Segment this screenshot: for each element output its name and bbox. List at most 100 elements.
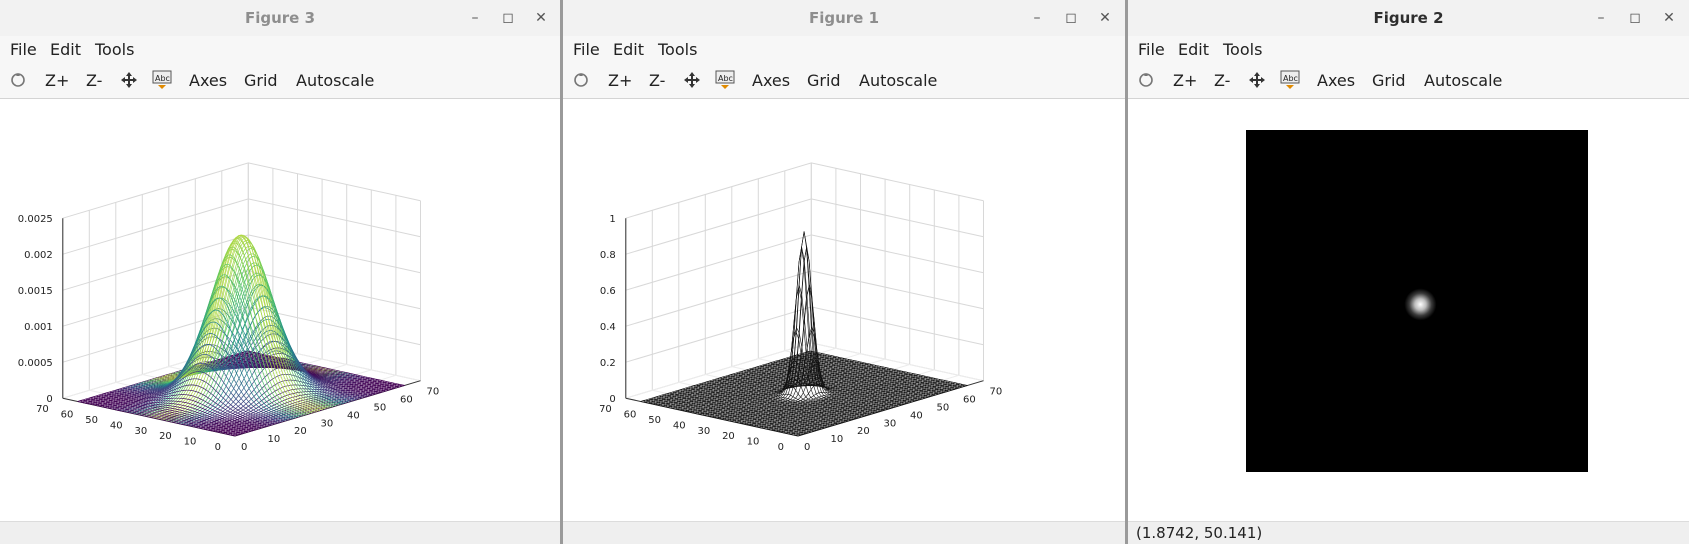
minimize-icon[interactable]: – bbox=[471, 10, 479, 26]
zoom-in-button[interactable]: Z+ bbox=[608, 71, 633, 90]
y-tick-label: 10 bbox=[184, 437, 197, 448]
pan-icon[interactable] bbox=[682, 70, 702, 90]
grid-line bbox=[625, 306, 984, 363]
menu-tools[interactable]: Tools bbox=[1223, 40, 1263, 59]
surface-mesh-line bbox=[90, 397, 249, 433]
menu-edit[interactable]: Edit bbox=[50, 40, 81, 59]
z-tick-label: 0.6 bbox=[600, 286, 616, 297]
window-title: Figure 2 bbox=[1373, 9, 1444, 27]
minimize-icon[interactable]: – bbox=[1033, 10, 1041, 26]
autoscale-button[interactable]: Autoscale bbox=[1424, 71, 1503, 90]
surface-mesh-line bbox=[704, 382, 862, 418]
z-tick-label: 0.8 bbox=[600, 250, 616, 261]
surface-mesh-line bbox=[682, 388, 841, 424]
surface-mesh-line bbox=[77, 401, 236, 437]
surface-mesh-line bbox=[725, 231, 883, 411]
grid-button[interactable]: Grid bbox=[807, 71, 841, 90]
x-tick-label: 40 bbox=[910, 410, 923, 421]
maximize-icon[interactable]: ◻ bbox=[1629, 10, 1641, 26]
surface-plot-figure3[interactable]: 01020304050607001020304050607000.00050.0… bbox=[0, 99, 560, 519]
x-tick-label: 10 bbox=[268, 434, 281, 445]
grid-line bbox=[62, 270, 421, 327]
surface-mesh-line bbox=[749, 368, 907, 404]
title-bar[interactable]: Figure 2 – ◻ ✕ bbox=[1128, 0, 1689, 37]
surface-mesh-line bbox=[117, 384, 275, 425]
surface-mesh-line bbox=[751, 368, 910, 404]
grid-button[interactable]: Grid bbox=[244, 71, 278, 90]
title-bar[interactable]: Figure 3 – ◻ ✕ bbox=[0, 0, 560, 37]
zoom-out-button[interactable]: Z- bbox=[1214, 71, 1231, 90]
surface-mesh-line bbox=[685, 387, 844, 423]
surface-mesh-line bbox=[799, 353, 958, 389]
autoscale-button[interactable]: Autoscale bbox=[859, 71, 938, 90]
y-tick-label: 0 bbox=[778, 442, 784, 453]
svg-text:Abc: Abc bbox=[718, 74, 733, 83]
menu-edit[interactable]: Edit bbox=[613, 40, 644, 59]
grid-line bbox=[625, 342, 812, 399]
axes-button[interactable]: Axes bbox=[1317, 71, 1356, 90]
surface-mesh-line bbox=[730, 284, 889, 410]
surface-mesh-line bbox=[759, 365, 918, 401]
close-icon[interactable]: ✕ bbox=[535, 10, 547, 26]
zoom-in-button[interactable]: Z+ bbox=[45, 71, 70, 90]
x-tick-label: 30 bbox=[884, 418, 897, 429]
x-tick-label: 60 bbox=[400, 395, 413, 406]
surface-plot-figure1[interactable]: 01020304050607001020304050607000.20.40.6… bbox=[563, 99, 1125, 519]
window-title: Figure 1 bbox=[808, 9, 880, 27]
status-bar: (1.8742, 50.141) bbox=[1128, 521, 1689, 544]
title-bar[interactable]: Figure 1 – ◻ ✕ bbox=[563, 0, 1125, 37]
image-plot-figure2[interactable] bbox=[1128, 99, 1689, 519]
minimize-icon[interactable]: – bbox=[1597, 10, 1605, 26]
x-tick-label: 20 bbox=[294, 426, 307, 437]
surface-mesh-line bbox=[180, 274, 339, 406]
surface-mesh-line bbox=[157, 240, 315, 413]
maximize-icon[interactable]: ◻ bbox=[1065, 10, 1077, 26]
grid-line bbox=[62, 198, 421, 255]
surface-mesh-line bbox=[810, 350, 968, 386]
close-icon[interactable]: ✕ bbox=[1099, 10, 1111, 26]
menu-edit[interactable]: Edit bbox=[1178, 40, 1209, 59]
menu-file[interactable]: File bbox=[573, 40, 600, 59]
autoscale-button[interactable]: Autoscale bbox=[296, 71, 375, 90]
z-tick-label: 1 bbox=[609, 214, 615, 225]
axes-button[interactable]: Axes bbox=[752, 71, 791, 90]
axes-button[interactable]: Axes bbox=[189, 71, 228, 90]
rotate-icon[interactable] bbox=[8, 70, 28, 90]
close-icon[interactable]: ✕ bbox=[1663, 10, 1675, 26]
x-tick-label: 0 bbox=[804, 442, 810, 453]
menu-file[interactable]: File bbox=[10, 40, 37, 59]
text-tool-icon[interactable]: Abc bbox=[715, 70, 735, 90]
surface-mesh-line bbox=[231, 355, 389, 391]
zoom-out-button[interactable]: Z- bbox=[649, 71, 666, 90]
text-tool-icon[interactable]: Abc bbox=[1280, 70, 1300, 90]
menu-tools[interactable]: Tools bbox=[95, 40, 135, 59]
surface-mesh-line bbox=[244, 351, 402, 387]
surface-mesh-line bbox=[709, 380, 867, 416]
surface-mesh-line bbox=[659, 395, 817, 431]
menu-file[interactable]: File bbox=[1138, 40, 1165, 59]
pan-icon[interactable] bbox=[1247, 70, 1267, 90]
pan-icon[interactable] bbox=[119, 70, 139, 90]
surface-mesh-line bbox=[101, 393, 259, 430]
toolbar: Z+ Z- Abc Axes Grid Autoscale bbox=[1128, 62, 1689, 99]
surface-mesh-line bbox=[680, 389, 838, 425]
svg-text:Abc: Abc bbox=[155, 74, 170, 83]
zoom-out-button[interactable]: Z- bbox=[86, 71, 103, 90]
rotate-icon[interactable] bbox=[571, 70, 591, 90]
menu-tools[interactable]: Tools bbox=[658, 40, 698, 59]
surface-mesh-line bbox=[159, 236, 318, 412]
surface-mesh-line bbox=[773, 361, 931, 397]
zoom-in-button[interactable]: Z+ bbox=[1173, 71, 1198, 90]
surface-mesh-line bbox=[714, 365, 873, 415]
surface-mesh-line bbox=[141, 297, 299, 418]
surface-mesh-line bbox=[125, 363, 283, 423]
surface-mesh-line bbox=[93, 396, 251, 432]
maximize-icon[interactable]: ◻ bbox=[502, 10, 514, 26]
surface-mesh-line bbox=[661, 394, 820, 430]
rotate-icon[interactable] bbox=[1136, 70, 1156, 90]
surface-mesh-line bbox=[794, 355, 952, 391]
bright-spot bbox=[1404, 288, 1437, 321]
grid-button[interactable]: Grid bbox=[1372, 71, 1406, 90]
text-tool-icon[interactable]: Abc bbox=[152, 70, 172, 90]
surface-mesh-line bbox=[722, 248, 881, 412]
